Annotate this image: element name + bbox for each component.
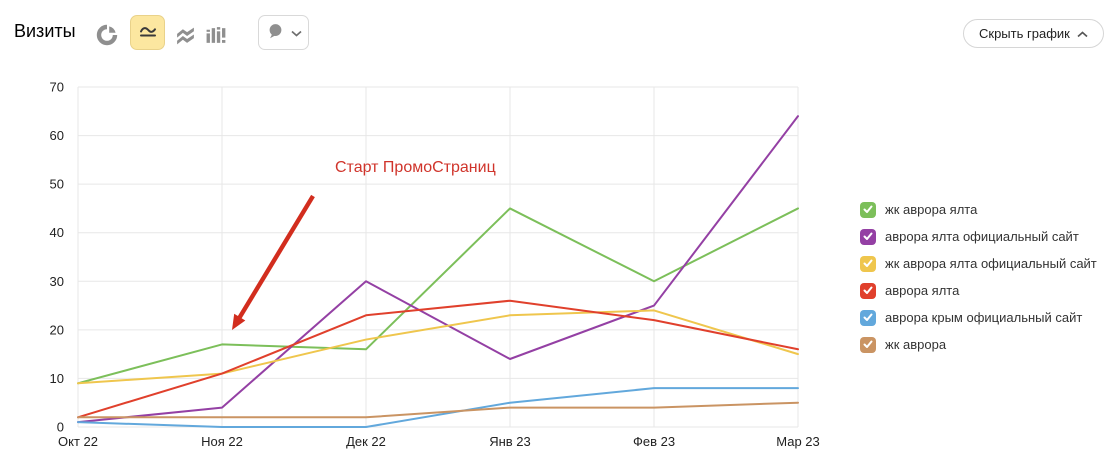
- y-tick-label: 20: [50, 322, 64, 337]
- column-chart-icon: [205, 25, 227, 46]
- y-tick-label: 70: [50, 80, 64, 95]
- legend-item[interactable]: аврора крым официальный сайт: [860, 304, 1097, 331]
- y-tick-label: 10: [50, 371, 64, 386]
- legend-item-label: аврора ялта: [885, 283, 960, 298]
- check-icon: [863, 259, 873, 267]
- pie-chart-button[interactable]: [96, 24, 118, 46]
- series-line-4[interactable]: [77, 387, 799, 428]
- line-chart-icon: [138, 21, 158, 44]
- x-tick-label: Ноя 22: [201, 434, 243, 449]
- annotation-arrow-head: [232, 313, 246, 330]
- legend-item[interactable]: аврора ялта: [860, 277, 1097, 304]
- legend-item-label: жк аврора ялта официальный сайт: [885, 256, 1097, 271]
- series-line-1[interactable]: [77, 115, 799, 424]
- x-tick-label: Фев 23: [633, 434, 675, 449]
- y-tick-label: 0: [57, 420, 64, 435]
- legend-checkbox[interactable]: [860, 255, 876, 272]
- comment-icon: [266, 22, 285, 43]
- y-tick-label: 30: [50, 274, 64, 289]
- hide-chart-label: Скрыть график: [979, 26, 1070, 41]
- x-tick-label: Янв 23: [489, 434, 531, 449]
- stacked-area-icon: [175, 25, 197, 46]
- legend-item[interactable]: аврора ялта официальный сайт: [860, 223, 1097, 250]
- legend-checkbox[interactable]: [860, 201, 876, 218]
- check-icon: [863, 205, 873, 213]
- legend-item[interactable]: жк аврора: [860, 331, 1097, 358]
- pie-chart-icon: [96, 24, 118, 46]
- legend-checkbox[interactable]: [860, 228, 876, 245]
- legend-item-label: аврора крым официальный сайт: [885, 310, 1083, 325]
- y-tick-label: 40: [50, 225, 64, 240]
- legend-checkbox[interactable]: [860, 336, 876, 353]
- check-icon: [863, 286, 873, 294]
- visits-chart: 0 10 20 30 40 50 60 70 Окт 22 Ноя 22 Дек 22 Янв 23 Ф…: [50, 80, 820, 450]
- line-chart-button[interactable]: [130, 15, 165, 50]
- check-icon: [863, 340, 873, 348]
- hide-chart-button[interactable]: Скрыть график: [963, 19, 1104, 48]
- legend-item-label: жк аврора: [885, 337, 947, 352]
- series-line-3[interactable]: [77, 299, 799, 419]
- column-chart-button[interactable]: [205, 24, 227, 46]
- annotation-arrow-line: [236, 194, 315, 321]
- y-tick-label: 60: [50, 128, 64, 143]
- legend-item-label: аврора ялта официальный сайт: [885, 229, 1079, 244]
- chevron-up-icon: [1077, 26, 1088, 41]
- chevron-down-icon: [290, 25, 302, 40]
- comments-dropdown-button[interactable]: [258, 15, 309, 50]
- chart-legend: жк аврора ялта аврора ялта официальный са…: [860, 196, 1097, 358]
- legend-item[interactable]: жк аврора ялта официальный сайт: [860, 250, 1097, 277]
- annotation-text: Старт ПромоСтраниц: [335, 159, 496, 176]
- series-line-2[interactable]: [77, 309, 799, 385]
- legend-item[interactable]: жк аврора ялта: [860, 196, 1097, 223]
- check-icon: [863, 313, 873, 321]
- y-tick-label: 50: [50, 177, 64, 192]
- x-tick-label: Окт 22: [58, 434, 98, 449]
- x-tick-label: Мар 23: [776, 434, 820, 449]
- series-line-0[interactable]: [77, 207, 799, 385]
- stacked-area-button[interactable]: [175, 24, 197, 46]
- legend-checkbox[interactable]: [860, 309, 876, 326]
- x-tick-label: Дек 22: [346, 434, 386, 449]
- check-icon: [863, 232, 873, 240]
- series-line-5[interactable]: [77, 401, 799, 419]
- legend-checkbox[interactable]: [860, 282, 876, 299]
- legend-item-label: жк аврора ялта: [885, 202, 978, 217]
- widget-title: Визиты: [14, 21, 76, 41]
